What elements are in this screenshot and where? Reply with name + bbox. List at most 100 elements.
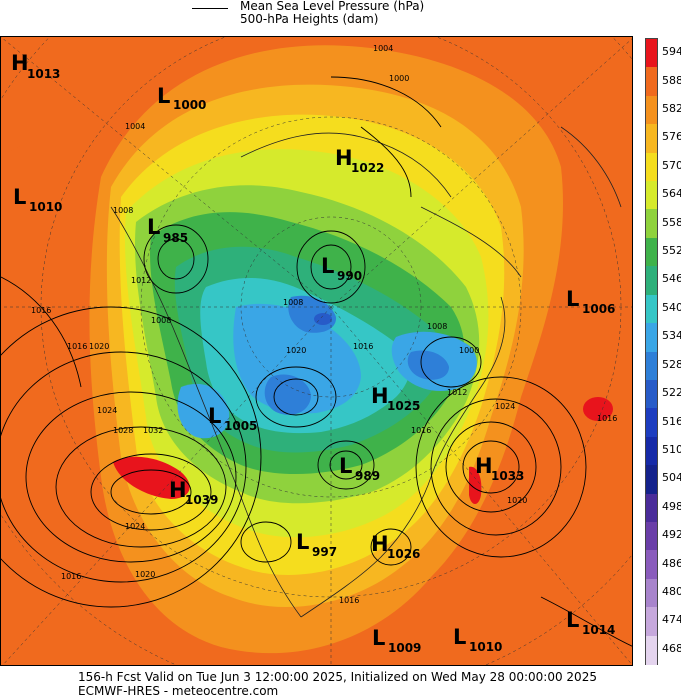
contour-label: 1016 <box>31 306 51 315</box>
contour-label: 1008 <box>283 298 303 307</box>
pressure-center-letter: L <box>147 215 160 239</box>
contour-label: 1020 <box>135 570 155 579</box>
contour-label: 1004 <box>125 122 145 131</box>
legend-header: Mean Sea Level Pressure (hPa) 500-hPa He… <box>0 0 681 34</box>
contour-label: 1016 <box>339 596 359 605</box>
heights-legend-label: 500-hPa Heights (dam) <box>240 12 379 26</box>
pressure-center-letter: L <box>339 454 352 478</box>
colorbar-swatch <box>646 181 657 211</box>
pressure-center-letter: H <box>371 384 389 408</box>
colorbar-level-label: 522 <box>662 386 681 400</box>
contour-label: 1004 <box>373 44 393 53</box>
colorbar-swatch <box>646 124 657 154</box>
colorbar-level-label: 474 <box>662 613 681 627</box>
pressure-center-value: 1025 <box>387 399 420 413</box>
height-field-594-atlantic <box>469 466 482 504</box>
colorbar-swatch <box>646 95 657 125</box>
pressure-center-letter: H <box>335 146 353 170</box>
pressure-center-value: 1014 <box>582 623 615 637</box>
colorbar-swatch <box>646 578 657 608</box>
pressure-center-letter: L <box>208 404 221 428</box>
colorbar-swatch <box>646 379 657 409</box>
pressure-center-letter: L <box>566 287 579 311</box>
colorbar-swatch <box>646 408 657 438</box>
height-field-594-pacific <box>113 456 190 499</box>
contour-label: 1020 <box>507 496 527 505</box>
colorbar-level-label: 504 <box>662 471 681 485</box>
pressure-center-value: 1010 <box>29 200 62 214</box>
pressure-center-letter: L <box>566 608 579 632</box>
colorbar-swatch <box>646 152 657 182</box>
contour-label: 1008 <box>113 206 133 215</box>
contour-label: 1008 <box>151 316 171 325</box>
colorbar-level-label: 492 <box>662 528 681 542</box>
contour-label: 1028 <box>113 426 133 435</box>
contour-label: 1016 <box>353 342 373 351</box>
contour-label: 1020 <box>286 346 306 355</box>
colorbar-swatch <box>646 493 657 523</box>
pressure-center-value: 1026 <box>387 547 420 561</box>
colorbar-level-label: 540 <box>662 300 681 314</box>
pressure-center-letter: H <box>475 454 493 478</box>
footer: 156-h Fcst Valid on Tue Jun 3 12:00:00 2… <box>0 668 681 700</box>
colorbar-level-label: 528 <box>662 357 681 371</box>
pressure-center-letter: L <box>372 626 385 650</box>
colorbar-swatch <box>646 39 657 68</box>
height-colorbar <box>645 38 658 665</box>
height-field-522 <box>314 313 332 325</box>
pressure-center-value: 1010 <box>469 640 502 654</box>
pressure-center-letter: L <box>296 530 309 554</box>
graticule <box>1 37 632 665</box>
pressure-center-letter: L <box>157 84 170 108</box>
pressure-center-value: 1009 <box>388 641 421 655</box>
contour-label: 1012 <box>131 276 151 285</box>
pressure-center-letter: L <box>453 625 466 649</box>
colorbar-swatch <box>646 351 657 381</box>
colorbar-level-label: 570 <box>662 158 681 172</box>
colorbar-swatch <box>646 436 657 466</box>
pressure-center-value: 1022 <box>351 161 384 175</box>
map-canvas: 1004 1000 1004 1008 1012 1016 1016 1020 … <box>1 37 632 665</box>
contour-label: 1016 <box>61 572 81 581</box>
colorbar-level-label: 480 <box>662 584 681 598</box>
colorbar-swatch <box>646 209 657 239</box>
height-field-594-east <box>583 397 613 421</box>
source-credit-text: ECMWF-HRES - meteocentre.com <box>78 684 279 698</box>
pressure-center-value: 1005 <box>224 419 257 433</box>
colorbar-level-label: 576 <box>662 130 681 144</box>
colorbar-level-label: 534 <box>662 329 681 343</box>
contour-label-group: 1004 1000 1004 1008 1012 1016 1016 1020 … <box>31 44 617 605</box>
pressure-center-letter: L <box>13 185 26 209</box>
pressure-center-letter: H <box>371 532 389 556</box>
pressure-center-value: 1033 <box>491 469 524 483</box>
colorbar-level-label: 510 <box>662 442 681 456</box>
colorbar-level-label: 552 <box>662 244 681 258</box>
isobars <box>1 76 632 647</box>
colorbar-swatch <box>646 266 657 296</box>
pressure-center-value: 997 <box>312 545 337 559</box>
contour-label: 1024 <box>125 522 145 531</box>
pressure-center-letter: H <box>11 51 29 75</box>
pressure-center-value: 1013 <box>27 67 60 81</box>
contour-label: 1016 <box>411 426 431 435</box>
colorbar-level-label: 588 <box>662 73 681 87</box>
contour-label: 1024 <box>495 402 515 411</box>
contour-label: 1000 <box>389 74 409 83</box>
contour-label: 1016 <box>597 414 617 423</box>
height-field-528-east <box>407 350 449 380</box>
colorbar-swatch <box>646 323 657 353</box>
colorbar-level-label: 546 <box>662 272 681 286</box>
colorbar-swatch <box>646 635 657 665</box>
mslp-legend-label: Mean Sea Level Pressure (hPa) <box>240 0 425 13</box>
forecast-valid-text: 156-h Fcst Valid on Tue Jun 3 12:00:00 2… <box>78 670 597 684</box>
contour-label: 1012 <box>447 388 467 397</box>
colorbar-swatch <box>646 67 657 97</box>
pressure-center-value: 1006 <box>582 302 615 316</box>
colorbar-swatch <box>646 607 657 637</box>
contour-label: 1000 <box>459 346 479 355</box>
pressure-center-value: 990 <box>337 269 362 283</box>
colorbar-level-label: 516 <box>662 414 681 428</box>
colorbar-level-label: 468 <box>662 641 681 655</box>
pressure-center-letter: L <box>321 254 334 278</box>
pressure-centers: H 1013 L 1000 H 1022 L 1010 L 985 L 990 … <box>11 51 615 655</box>
